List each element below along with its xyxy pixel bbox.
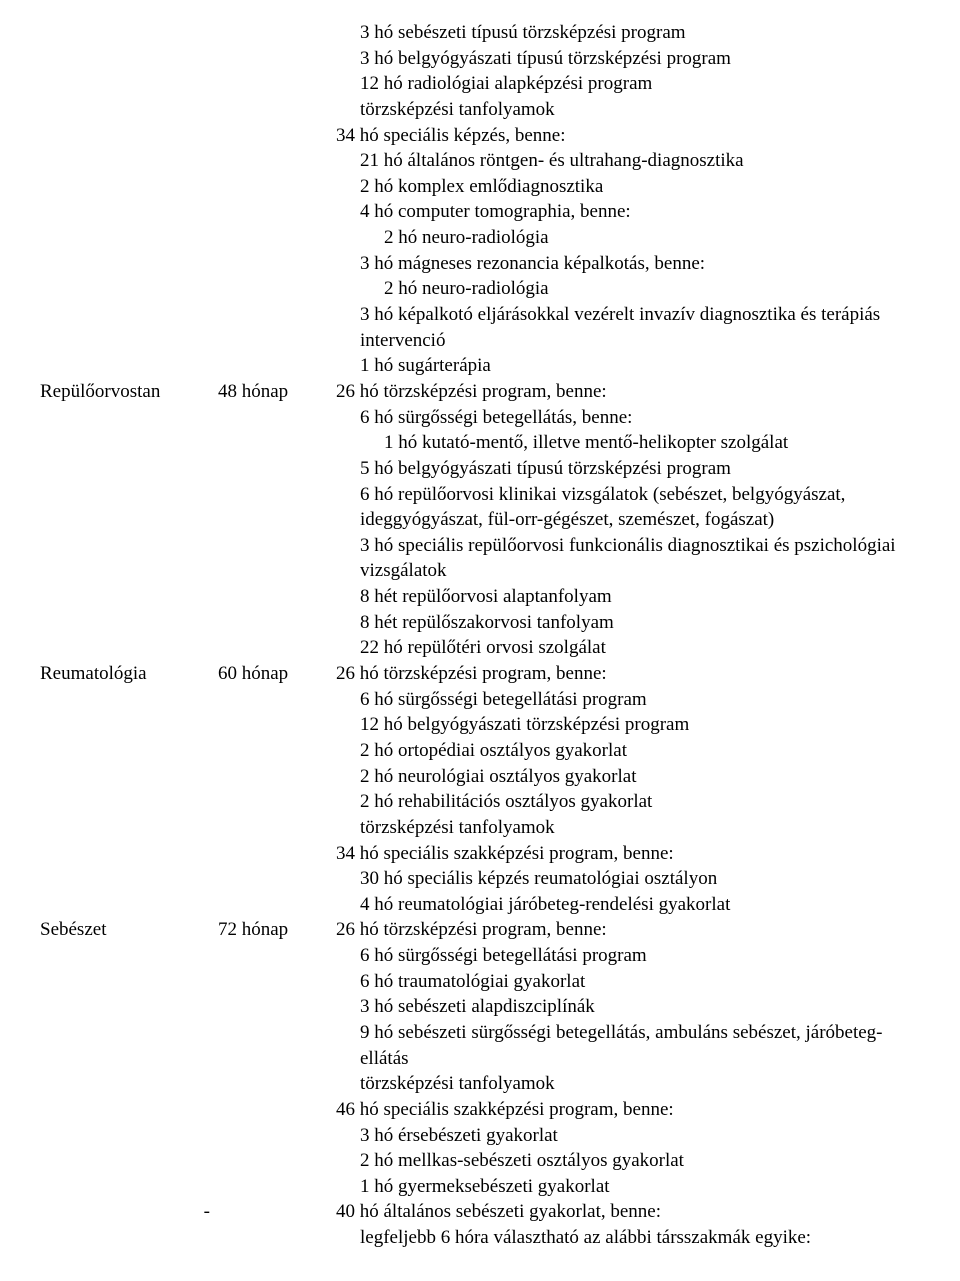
spec-line: 3 hó érsebészeti gyakorlat [336,1123,920,1149]
intro-line: 3 hó mágneses rezonancia képalkotás, ben… [336,251,920,277]
intro-line: 2 hó neuro-radiológia [336,225,920,251]
spec-duration: 60 hónap [218,661,336,687]
spec-line: 2 hó neurológiai osztályos gyakorlat [336,764,920,790]
intro-line: 3 hó képalkotó eljárásokkal vezérelt inv… [336,302,920,353]
spec-line: 2 hó rehabilitációs osztályos gyakorlat [336,789,920,815]
dash-line: legfeljebb 6 hóra választható az alábbi … [336,1225,920,1251]
spec-line: 26 hó törzsképzési program, benne: [336,661,920,687]
spec-name: Reumatológia [40,661,218,687]
dash-symbol: - [40,1199,218,1225]
dash-row: - 40 hó általános sebészeti gyakorlat, b… [40,1199,920,1250]
intro-line: 2 hó neuro-radiológia [336,276,920,302]
spec-line: 6 hó sürgősségi betegellátási program [336,687,920,713]
intro-line: 2 hó komplex emlődiagnosztika [336,174,920,200]
spec-line: 1 hó gyermeksebészeti gyakorlat [336,1174,920,1200]
intro-line: 4 hó computer tomographia, benne: [336,199,920,225]
spec-duration: 48 hónap [218,379,336,405]
intro-line: 3 hó sebészeti típusú törzsképzési progr… [336,20,920,46]
spec-line: 46 hó speciális szakképzési program, ben… [336,1097,920,1123]
spec-line: 6 hó repülőorvosi klinikai vizsgálatok (… [336,482,920,533]
spec-line: törzsképzési tanfolyamok [336,1071,920,1097]
spec-line: 9 hó sebészeti sürgősségi betegellátás, … [336,1020,920,1071]
spec-line: 6 hó traumatológiai gyakorlat [336,969,920,995]
spec-line: 22 hó repülőtéri orvosi szolgálat [336,635,920,661]
spec-line: 2 hó mellkas-sebészeti osztályos gyakorl… [336,1148,920,1174]
spec-line: 8 hét repülőorvosi alaptanfolyam [336,584,920,610]
spec-line: 8 hét repülőszakorvosi tanfolyam [336,610,920,636]
spec-line: 6 hó sürgősségi betegellátási program [336,943,920,969]
intro-line: 1 hó sugárterápia [336,353,920,379]
spec-line: 26 hó törzsképzési program, benne: [336,917,920,943]
spec-detail: 26 hó törzsképzési program, benne:6 hó s… [336,661,920,917]
spec-line: 2 hó ortopédiai osztályos gyakorlat [336,738,920,764]
intro-line: 21 hó általános röntgen- és ultrahang-di… [336,148,920,174]
spec-line: 3 hó speciális repülőorvosi funkcionális… [336,533,920,584]
intro-line: 3 hó belgyógyászati típusú törzsképzési … [336,46,920,72]
page: 3 hó sebészeti típusú törzsképzési progr… [0,0,960,1281]
spec-line: 34 hó speciális szakképzési program, ben… [336,841,920,867]
spec-detail: 26 hó törzsképzési program, benne:6 hó s… [336,379,920,661]
spec-line: 3 hó sebészeti alapdiszciplínák [336,994,920,1020]
dash-line: 40 hó általános sebészeti gyakorlat, ben… [336,1199,920,1225]
spec-line: 5 hó belgyógyászati típusú törzsképzési … [336,456,920,482]
dash-detail: 40 hó általános sebészeti gyakorlat, ben… [336,1199,920,1250]
intro-detail: 3 hó sebészeti típusú törzsképzési progr… [336,20,920,379]
spec-line: törzsképzési tanfolyamok [336,815,920,841]
spec-line: 30 hó speciális képzés reumatológiai osz… [336,866,920,892]
spec-line: 12 hó belgyógyászati törzsképzési progra… [336,712,920,738]
spec-name: Repülőorvostan [40,379,218,405]
spec-line: 6 hó sürgősségi betegellátás, benne: [336,405,920,431]
spec-row: Sebészet72 hónap26 hó törzsképzési progr… [40,917,920,1199]
intro-line: 12 hó radiológiai alapképzési program [336,71,920,97]
spec-duration: 72 hónap [218,917,336,943]
intro-line: 34 hó speciális képzés, benne: [336,123,920,149]
intro-row: 3 hó sebészeti típusú törzsképzési progr… [40,20,920,379]
spec-rows-container: Repülőorvostan48 hónap26 hó törzsképzési… [40,379,920,1200]
spec-line: 1 hó kutató-mentő, illetve mentő-helikop… [336,430,920,456]
spec-name: Sebészet [40,917,218,943]
intro-line: törzsképzési tanfolyamok [336,97,920,123]
spec-detail: 26 hó törzsképzési program, benne:6 hó s… [336,917,920,1199]
spec-row: Repülőorvostan48 hónap26 hó törzsképzési… [40,379,920,661]
spec-row: Reumatológia60 hónap26 hó törzsképzési p… [40,661,920,917]
spec-line: 4 hó reumatológiai járóbeteg-rendelési g… [336,892,920,918]
spec-line: 26 hó törzsképzési program, benne: [336,379,920,405]
